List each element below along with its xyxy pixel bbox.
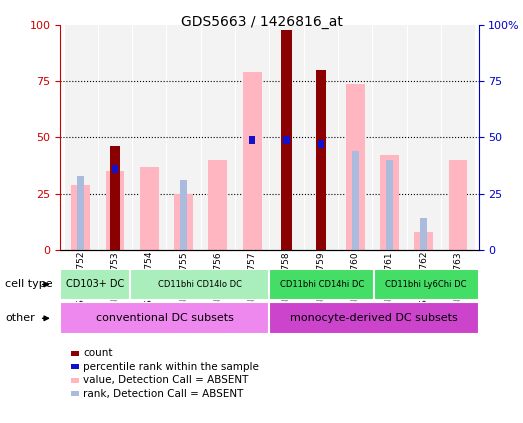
Bar [98, 25, 132, 250]
Bar [174, 194, 193, 250]
Bar [180, 180, 187, 250]
Text: CD11bhi CD14lo DC: CD11bhi CD14lo DC [157, 280, 242, 289]
Bar [71, 184, 90, 250]
Bar [304, 25, 338, 250]
Bar [166, 25, 201, 250]
Text: CD103+ DC: CD103+ DC [66, 280, 124, 289]
Text: GDS5663 / 1426816_at: GDS5663 / 1426816_at [180, 15, 343, 29]
Bar [235, 25, 269, 250]
Bar [346, 84, 365, 250]
Text: value, Detection Call = ABSENT: value, Detection Call = ABSENT [83, 375, 248, 385]
Bar [420, 218, 427, 250]
Bar [269, 25, 304, 250]
Text: count: count [83, 348, 112, 358]
Bar [140, 167, 159, 250]
Bar [201, 25, 235, 250]
Bar [386, 160, 393, 250]
Bar [112, 165, 118, 173]
Bar [269, 302, 479, 334]
Bar [283, 136, 290, 144]
Bar [64, 25, 98, 250]
Bar [77, 176, 84, 250]
Text: monocyte-derived DC subsets: monocyte-derived DC subsets [290, 313, 458, 323]
Bar [243, 72, 262, 250]
Text: percentile rank within the sample: percentile rank within the sample [83, 362, 259, 372]
Bar [338, 25, 372, 250]
Text: cell type: cell type [5, 280, 53, 289]
Bar [406, 25, 441, 250]
Bar [106, 171, 124, 250]
Bar [317, 140, 324, 148]
Text: CD11bhi Ly6Chi DC: CD11bhi Ly6Chi DC [385, 280, 467, 289]
Text: other: other [5, 313, 35, 323]
Bar [441, 25, 475, 250]
Bar [60, 302, 269, 334]
Bar [414, 232, 433, 250]
Bar [249, 136, 255, 144]
Text: rank, Detection Call = ABSENT: rank, Detection Call = ABSENT [83, 389, 243, 399]
Bar [132, 25, 166, 250]
Bar [209, 160, 228, 250]
Bar [449, 160, 468, 250]
Bar [374, 269, 479, 300]
Bar [130, 269, 269, 300]
Bar [351, 151, 358, 250]
Bar [281, 30, 292, 250]
Text: CD11bhi CD14hi DC: CD11bhi CD14hi DC [279, 280, 364, 289]
Bar [316, 70, 326, 250]
Bar [60, 269, 130, 300]
Bar [372, 25, 406, 250]
Bar [269, 269, 374, 300]
Bar [380, 155, 399, 250]
Bar [110, 146, 120, 250]
Text: conventional DC subsets: conventional DC subsets [96, 313, 234, 323]
